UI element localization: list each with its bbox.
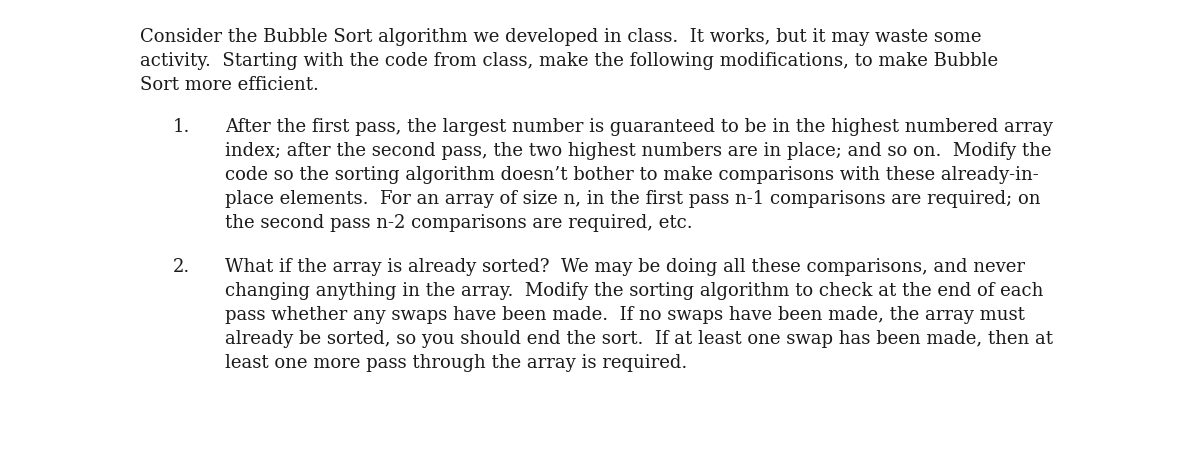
Text: already be sorted, so you should end the sort.  If at least one swap has been ma: already be sorted, so you should end the… bbox=[226, 329, 1054, 347]
Text: Sort more efficient.: Sort more efficient. bbox=[140, 76, 319, 94]
Text: 2.: 2. bbox=[173, 257, 190, 275]
Text: code so the sorting algorithm doesn’t bother to make comparisons with these alre: code so the sorting algorithm doesn’t bo… bbox=[226, 166, 1039, 184]
Text: index; after the second pass, the two highest numbers are in place; and so on.  : index; after the second pass, the two hi… bbox=[226, 142, 1051, 160]
Text: After the first pass, the largest number is guaranteed to be in the highest numb: After the first pass, the largest number… bbox=[226, 118, 1052, 136]
Text: activity.  Starting with the code from class, make the following modifications, : activity. Starting with the code from cl… bbox=[140, 52, 998, 70]
Text: the second pass n-2 comparisons are required, etc.: the second pass n-2 comparisons are requ… bbox=[226, 213, 692, 232]
Text: What if the array is already sorted?  We may be doing all these comparisons, and: What if the array is already sorted? We … bbox=[226, 257, 1025, 275]
Text: Consider the Bubble Sort algorithm we developed in class.  It works, but it may : Consider the Bubble Sort algorithm we de… bbox=[140, 28, 982, 46]
Text: least one more pass through the array is required.: least one more pass through the array is… bbox=[226, 353, 688, 371]
Text: pass whether any swaps have been made.  If no swaps have been made, the array mu: pass whether any swaps have been made. I… bbox=[226, 305, 1025, 323]
Text: changing anything in the array.  Modify the sorting algorithm to check at the en: changing anything in the array. Modify t… bbox=[226, 282, 1043, 300]
Text: 1.: 1. bbox=[173, 118, 190, 136]
Text: place elements.  For an array of size n, in the first pass n-1 comparisons are r: place elements. For an array of size n, … bbox=[226, 189, 1040, 207]
